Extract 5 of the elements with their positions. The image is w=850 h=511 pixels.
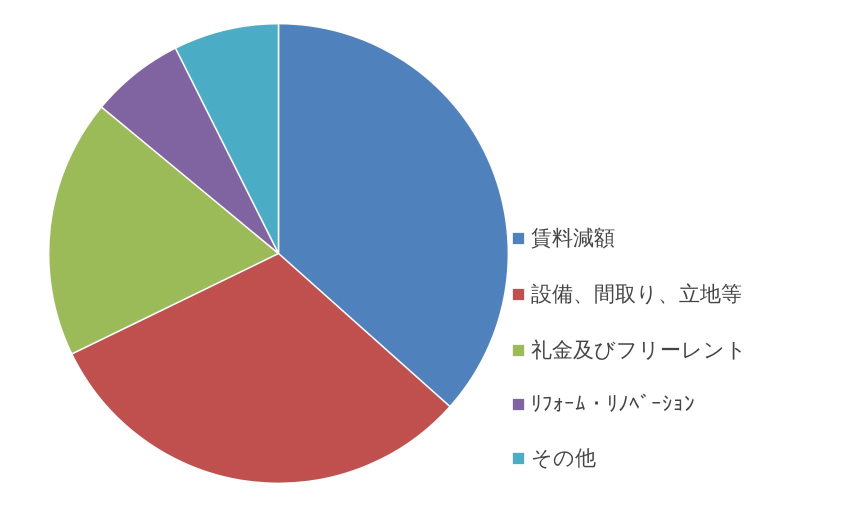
legend-label: その他 [531, 445, 596, 472]
legend-label: 礼金及びフリーレント [531, 337, 747, 364]
legend-label: 賃料減額 [531, 225, 615, 252]
legend-label: 設備、間取り、立地等 [531, 281, 742, 308]
legend-label: ﾘﾌｫｰﾑ・ﾘﾉﾍﾞｰｼｮﾝ [531, 392, 695, 416]
